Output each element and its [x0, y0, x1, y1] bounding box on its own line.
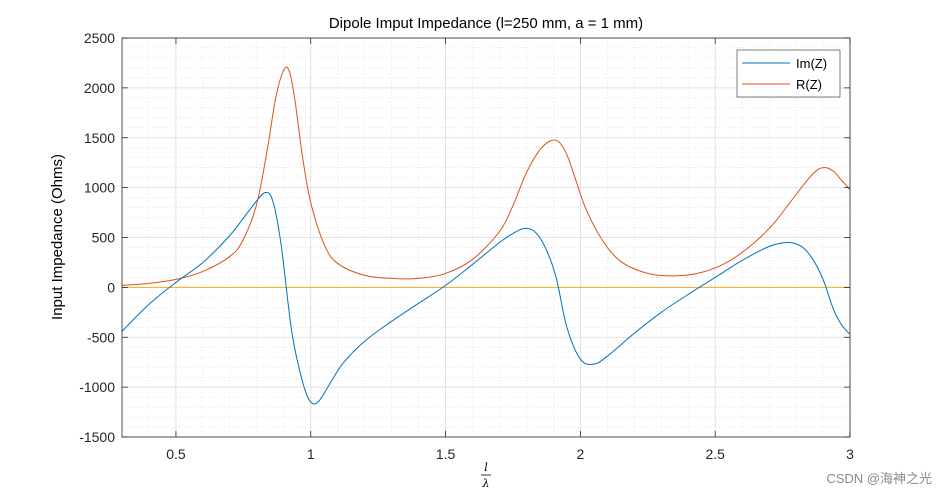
x-tick-label: 0.5: [166, 446, 186, 462]
x-axis-label: l λ: [481, 461, 491, 490]
y-tick-labels: -1500 -1000 -500 0 500 1000 1500 2000 2500: [79, 30, 115, 445]
y-tick-label: -1500: [79, 429, 115, 445]
legend-label-r-z: R(Z): [796, 77, 822, 92]
x-tick-label: 2: [576, 446, 584, 462]
x-tick-label: 1: [307, 446, 315, 462]
x-tick-label: 1.5: [436, 446, 456, 462]
y-tick-label: 500: [92, 230, 116, 246]
tick-marks: [122, 37, 851, 438]
watermark: CSDN @海神之光: [826, 471, 932, 486]
x-tick-label: 3: [846, 446, 854, 462]
y-axis-label: Input Impedance (Ohms): [49, 154, 66, 320]
y-tick-label: 0: [107, 279, 115, 295]
y-tick-label: -1000: [79, 379, 115, 395]
legend-box: [736, 49, 841, 98]
y-tick-label: 2500: [84, 30, 115, 46]
x-tick-label: 2.5: [705, 446, 725, 462]
series-im-z-line: [121, 191, 851, 405]
legend-label-im-z: Im(Z): [796, 56, 827, 71]
series-r-z-line: [121, 66, 851, 286]
y-tick-label: 1500: [84, 130, 115, 146]
chart-title: Dipole Imput Impedance (l=250 mm, a = 1 …: [329, 15, 643, 32]
y-tick-label: -500: [87, 329, 115, 345]
x-tick-labels: 0.5 1 1.5 2 2.5 3: [166, 446, 854, 462]
x-axis-label-numerator: l: [484, 461, 488, 474]
x-axis-label-denominator: λ: [482, 477, 490, 490]
series-layer: [121, 66, 851, 405]
y-tick-label: 2000: [84, 80, 115, 96]
y-tick-label: 1000: [84, 180, 115, 196]
legend: Im(Z) R(Z): [736, 49, 841, 98]
